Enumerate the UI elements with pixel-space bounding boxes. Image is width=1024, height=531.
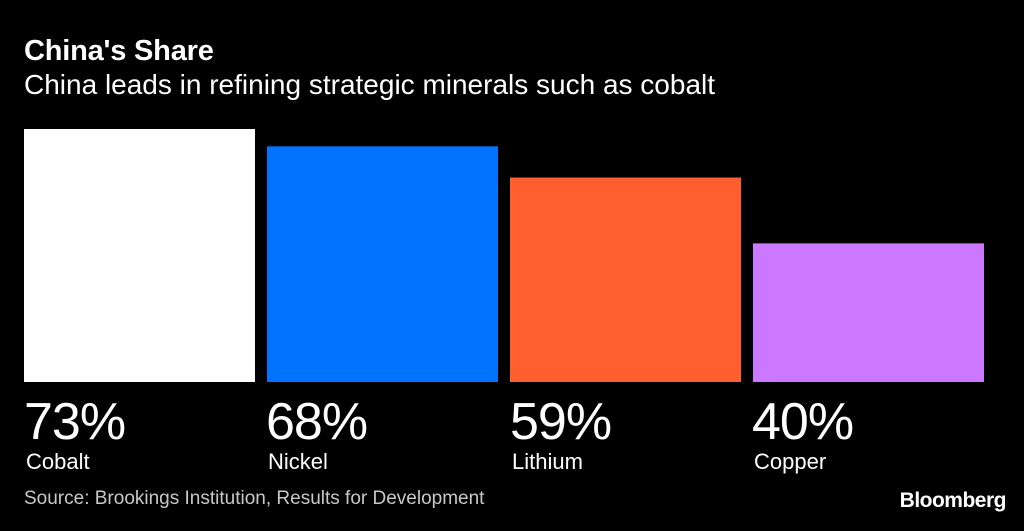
- source-note: Source: Brookings Institution, Results f…: [24, 488, 485, 509]
- category-label-lithium: Lithium: [512, 449, 583, 474]
- bar-copper: [753, 243, 984, 382]
- value-label-copper: 40%: [752, 393, 854, 451]
- category-label-copper: Copper: [754, 449, 827, 474]
- bloomberg-logo: Bloomberg: [899, 489, 1007, 512]
- category-label-nickel: Nickel: [268, 449, 328, 474]
- chart-subtitle: China leads in refining strategic minera…: [24, 69, 716, 100]
- bar-nickel: [267, 146, 498, 382]
- bar-cobalt: [24, 129, 255, 382]
- value-label-lithium: 59%: [510, 393, 612, 451]
- chart-title: China's Share: [24, 35, 214, 67]
- value-label-nickel: 68%: [266, 393, 368, 451]
- category-label-cobalt: Cobalt: [26, 449, 90, 474]
- bar-lithium: [510, 177, 741, 382]
- value-label-cobalt: 73%: [24, 393, 126, 451]
